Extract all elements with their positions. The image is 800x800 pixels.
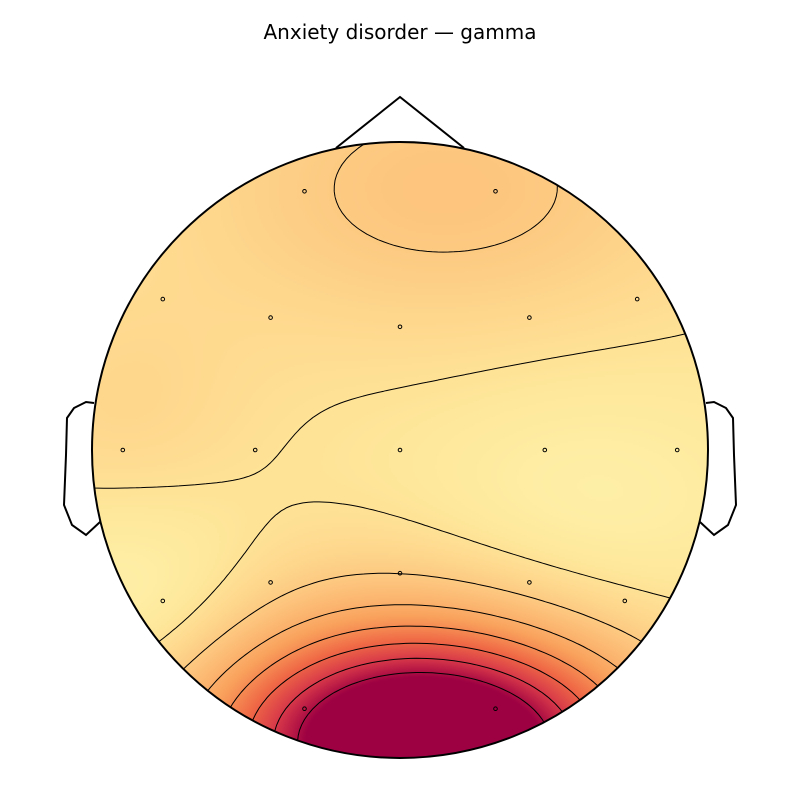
head-outline (91, 141, 709, 759)
electrode-marker-19 (493, 706, 498, 712)
electrode-marker-3 (160, 296, 166, 302)
electrode-marker-1 (302, 189, 307, 194)
electrode-marker-7 (634, 296, 640, 302)
right-ear-outline (699, 400, 738, 537)
chart-title: Anxiety disorder — gamma (263, 20, 537, 44)
electrode-marker-16 (527, 580, 532, 585)
electrode-marker-9 (252, 447, 258, 453)
electrode-markers (120, 189, 680, 712)
electrode-marker-6 (527, 315, 532, 320)
electrode-marker-10 (397, 447, 403, 453)
electrode-marker-18 (302, 706, 307, 712)
electrode-marker-4 (268, 315, 273, 320)
electrode-marker-13 (160, 598, 166, 604)
contour-line-2 (92, 322, 708, 693)
left-ear-outline (62, 400, 101, 537)
contour-line-8 (297, 672, 552, 758)
electrode-marker-2 (493, 189, 498, 194)
electrode-marker-5 (397, 324, 403, 330)
electrode-marker-8 (120, 447, 126, 453)
electrode-marker-11 (542, 447, 548, 453)
nose-outline (335, 95, 465, 149)
topomap-field (92, 142, 708, 758)
electrode-marker-17 (622, 598, 628, 604)
electrode-marker-15 (397, 570, 403, 576)
electrode-marker-14 (268, 580, 273, 585)
electrode-marker-12 (674, 447, 680, 453)
head-outline-group (62, 95, 738, 759)
